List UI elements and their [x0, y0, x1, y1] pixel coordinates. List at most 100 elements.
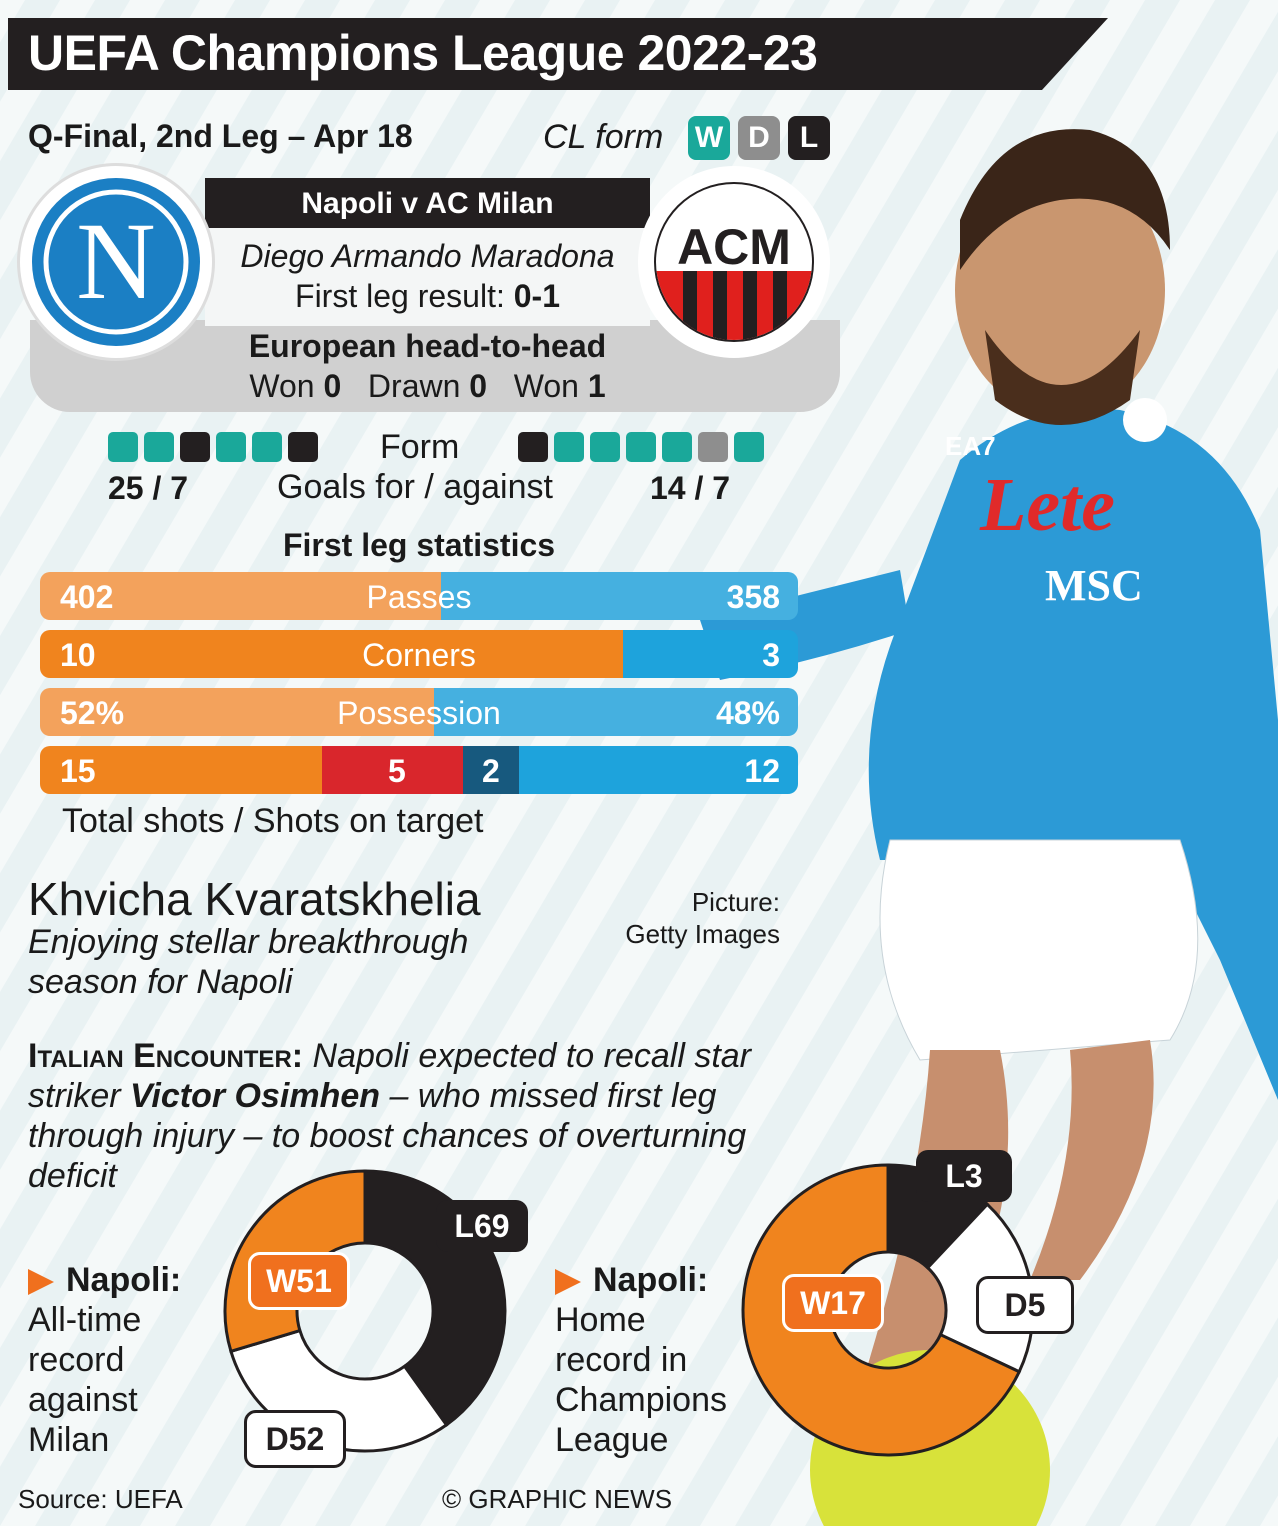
first-leg-label: First leg result: [295, 278, 505, 314]
stat-bar-shots: 15 5 2 12 [40, 746, 798, 794]
napoli-crest-icon: N [32, 178, 200, 346]
record-1-won: W51 [248, 1252, 350, 1310]
player-photo: Lete MSC EA7 [700, 129, 1278, 1526]
first-leg-result: First leg result: 0-1 [205, 278, 650, 315]
stat-bar-passes-milan [441, 572, 798, 620]
form-result-square [288, 432, 318, 462]
stat-value-corners-milan: 3 [762, 637, 780, 673]
milan-crest-letters: ACM [677, 219, 791, 275]
h2h-drawn: 0 [469, 368, 488, 404]
shots-milan-total: 12 [744, 753, 780, 789]
stat-bar-passes: Passes 402 358 [40, 572, 798, 620]
napoli-form [108, 432, 324, 467]
shots-milan-total-bar [519, 746, 798, 794]
shots-napoli-on-target: 5 [388, 753, 406, 789]
cl-form-label: CL form [543, 118, 664, 156]
shots-napoli-on-target-bar [322, 746, 463, 794]
first-leg-score: 0-1 [513, 278, 560, 314]
record-2-desc-2: record in [555, 1341, 688, 1379]
arrow-icon [555, 1269, 581, 1296]
stat-value-possession-milan: 48% [715, 695, 780, 731]
form-key-win: W [688, 116, 730, 160]
shirt-sponsor: Lete [979, 463, 1115, 547]
stat-bar-possession-milan [434, 688, 798, 736]
form-key-draw: D [738, 116, 780, 160]
background-stripe [1190, 1376, 1278, 1526]
form-result-square [180, 432, 210, 462]
form-result-square [518, 432, 548, 462]
stat-label-passes: Passes [366, 579, 472, 615]
page-title: UEFA Champions League 2022-23 [28, 25, 818, 81]
story-text: Italian Encounter: Napoli expected to re… [28, 1036, 788, 1196]
photo-credit-line-2: Getty Images [625, 919, 780, 949]
title-bar [8, 18, 1108, 90]
stat-bar-corners: Corners 10 3 [40, 630, 798, 678]
shots-napoli-total-bar [40, 746, 322, 794]
arrow-icon [28, 1269, 54, 1296]
photo-credit-line-1: Picture: [691, 887, 780, 917]
stat-value-possession-napoli: 52% [60, 695, 125, 731]
stat-bar-corners-milan [623, 630, 798, 678]
form-result-square [590, 432, 620, 462]
form-result-square [216, 432, 246, 462]
record-1-desc-4: Milan [28, 1421, 110, 1459]
h2h-drawn-label: Drawn [367, 368, 461, 404]
source: Source: UEFA [18, 1484, 183, 1514]
shirt-kit: EA7 [945, 431, 996, 461]
venue: Diego Armando Maradona [240, 238, 615, 274]
form-result-square [144, 432, 174, 462]
fixture-panel [205, 218, 650, 326]
h2h-napoli-won: 0 [323, 368, 342, 404]
fixture-title: Napoli v AC Milan [205, 178, 650, 228]
record-1-desc-2: record [28, 1341, 125, 1379]
milan-form [518, 432, 770, 467]
player-name: Khvicha Kvaratskhelia [28, 873, 481, 925]
stat-value-passes-milan: 358 [726, 579, 780, 615]
form-result-square [626, 432, 656, 462]
shirt-sponsor-2: MSC [1045, 561, 1143, 610]
record-2-drawn: D5 [976, 1276, 1074, 1334]
form-result-square [108, 432, 138, 462]
record-1-caption: Napoli: All-time record against Milan [28, 1260, 181, 1460]
goals-label: Goals for / against [277, 468, 553, 506]
h2h-won-label: Won [249, 368, 315, 404]
record-2-desc-4: League [555, 1421, 669, 1459]
form-result-square [734, 432, 764, 462]
h2h-won-label-2: Won [513, 368, 579, 404]
match-stage: Q-Final, 2nd Leg – Apr 18 [28, 118, 413, 154]
form-label: Form [380, 428, 460, 466]
record-1-team: Napoli: [66, 1261, 182, 1299]
story-lead: Italian Encounter: [28, 1037, 304, 1075]
stat-value-passes-napoli: 402 [60, 579, 114, 615]
stat-bar-corners-napoli [40, 630, 623, 678]
stat-label-possession: Possession [337, 695, 501, 731]
shots-napoli-total: 15 [60, 753, 96, 789]
story-text-1: Napoli expected to recall star striker [28, 1037, 751, 1115]
napoli-badge: N [20, 166, 212, 358]
stats-title: First leg statistics [282, 527, 556, 563]
stat-bar-passes-napoli [40, 572, 441, 620]
record-2-desc-1: Home [555, 1301, 646, 1339]
form-result-square [554, 432, 584, 462]
form-result-square [698, 432, 728, 462]
record-1-desc-3: against [28, 1381, 138, 1419]
milan-crest-icon: ACM [654, 182, 814, 342]
record-1-desc-1: All-time [28, 1301, 142, 1339]
donut-slice-won [741, 1163, 1022, 1457]
stat-value-corners-napoli: 10 [60, 637, 96, 673]
record-1-lost: L69 [436, 1200, 528, 1252]
stat-bar-possession-napoli [40, 688, 434, 736]
record-2-won: W17 [782, 1274, 884, 1332]
h2h-milan-won: 1 [587, 368, 606, 404]
record-1-drawn: D52 [244, 1410, 346, 1468]
record-2-team: Napoli: [593, 1261, 709, 1299]
h2h-title: European head-to-head [248, 328, 607, 364]
h2h-record: Won 0 Drawn 0 Won 1 [205, 368, 650, 405]
shots-label: Total shots / Shots on target [62, 802, 484, 840]
background-stripe [1260, 1495, 1278, 1526]
record-2-lost: L3 [916, 1150, 1012, 1202]
copyright: © GRAPHIC NEWS [442, 1484, 673, 1514]
background-stripe [980, 1020, 1278, 1526]
stat-bar-possession: Possession 52% 48% [40, 688, 798, 736]
story-text-2: – who missed first leg through injury – … [28, 1077, 747, 1195]
